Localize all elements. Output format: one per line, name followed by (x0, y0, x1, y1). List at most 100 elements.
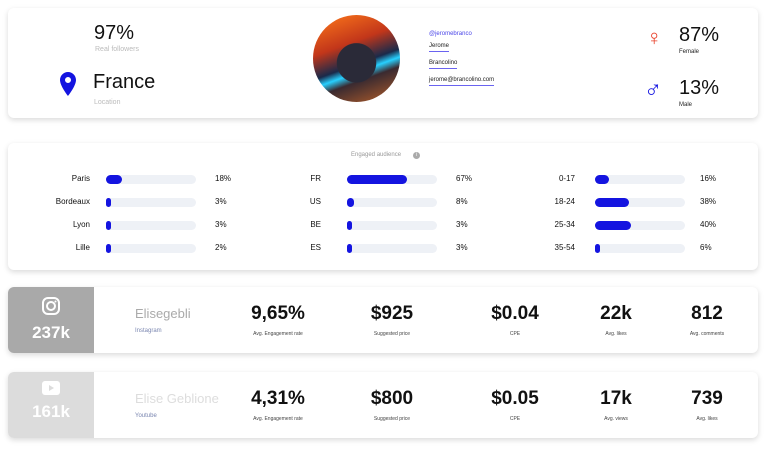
platform-card[interactable]: 161k Elise Geblione Youtube 4,31% Avg. En… (8, 372, 758, 438)
metric-label: Avg. comments (689, 331, 725, 337)
followers-count: 237k (32, 323, 70, 342)
audience-bar-fill (595, 221, 631, 230)
metric-label: CPE (509, 416, 521, 422)
metric: $0.04 CPE (465, 303, 565, 337)
metric-value: $0.04 (491, 303, 539, 324)
audience-bar-fill (347, 244, 352, 253)
metric: 812 Avg. comments (657, 303, 757, 337)
audience-bar-track (106, 198, 196, 207)
first-name-field[interactable]: Jerome (429, 43, 450, 52)
audience-title: Engaged audience (351, 152, 402, 158)
youtube-icon (8, 381, 94, 400)
audience-label: 25-34 (554, 220, 575, 229)
metric-value: 17k (600, 388, 632, 409)
metric-value: $800 (370, 388, 414, 409)
platform-name: Youtube (135, 413, 157, 419)
handle[interactable]: @jeromebranco (429, 31, 472, 37)
audience-label: BE (310, 220, 321, 229)
metric: $925 Suggested price (342, 303, 442, 337)
audience-pct: 3% (215, 197, 227, 206)
audience-bar-fill (347, 175, 408, 184)
email-field[interactable]: jerome@brancolino.com (429, 77, 495, 86)
instagram-icon (8, 296, 94, 321)
location-label: Location (94, 99, 121, 106)
audience-bar-track (106, 244, 196, 253)
female-label: Female (679, 49, 700, 55)
audience-bar-track (347, 198, 437, 207)
audience-bar-track (347, 244, 437, 253)
audience-pct: 40% (700, 220, 717, 229)
metric-value: 739 (691, 388, 723, 409)
platform-badge: 161k (8, 372, 94, 438)
audience-label: Lyon (72, 220, 90, 229)
audience-label: 35-54 (554, 243, 575, 252)
audience-pct: 6% (700, 243, 712, 252)
audience-bar-fill (595, 244, 601, 253)
audience-bar-fill (106, 198, 111, 207)
location-pin-icon (60, 72, 76, 96)
metric-value: 9,65% (251, 303, 305, 324)
audience-label: Lille (75, 243, 90, 252)
metric: $0.05 CPE (465, 388, 565, 422)
audience-label: FR (310, 174, 321, 183)
male-value: 13% (679, 77, 720, 99)
audience-pct: 38% (700, 197, 717, 206)
audience-pct: 67% (456, 174, 473, 183)
male-icon: ♂ (644, 76, 662, 103)
avatar (313, 15, 400, 102)
metric: 4,31% Avg. Engagement rate (228, 388, 328, 422)
metric-value: $0.05 (491, 388, 539, 409)
metric-label: Avg. likes (605, 331, 627, 337)
audience-bar-fill (595, 175, 610, 184)
metric-value: 812 (691, 303, 723, 324)
audience-bar-fill (347, 198, 355, 207)
audience-label: ES (310, 243, 321, 252)
female-icon: ♀ (646, 25, 663, 50)
metric-label: Suggested price (373, 416, 411, 422)
audience-bar-fill (347, 221, 352, 230)
account-name: Elise Geblione (135, 391, 219, 406)
metric: 22k Avg. likes (566, 303, 666, 337)
audience-bar-track (595, 175, 685, 184)
metric-label: CPE (509, 331, 521, 337)
engaged-audience-card: Engaged audience i Paris 18% Bordeaux 3% L… (8, 143, 758, 270)
metric-label: Avg. Engagement rate (253, 331, 303, 337)
audience-bar-track (595, 221, 685, 230)
metric-label: Avg. views (604, 416, 628, 422)
audience-pct: 16% (700, 174, 717, 183)
audience-bar-fill (595, 198, 630, 207)
followers-count: 161k (32, 402, 70, 421)
audience-label: Bordeaux (55, 197, 90, 206)
real-followers-value: 97% (94, 22, 135, 44)
audience-bar-track (347, 175, 437, 184)
audience-label: US (309, 197, 321, 206)
metric-value: 22k (600, 303, 632, 324)
metric: $800 Suggested price (342, 388, 442, 422)
audience-pct: 3% (215, 220, 227, 229)
profile-card: 97% Real followers France Location @jero… (8, 8, 758, 118)
audience-label: 0-17 (558, 174, 575, 183)
audience-bar-track (106, 221, 196, 230)
metric-label: Avg. likes (696, 416, 718, 422)
audience-bar-track (595, 198, 685, 207)
platform-name: Instagram (135, 328, 162, 334)
location-value: France (93, 71, 156, 93)
platform-card[interactable]: 237k Elisegebli Instagram 9,65% Avg. Enga… (8, 287, 758, 353)
real-followers-label: Real followers (95, 46, 139, 53)
audience-bar-fill (106, 244, 111, 253)
audience-bar-fill (106, 221, 111, 230)
audience-label: 18-24 (554, 197, 575, 206)
info-icon[interactable]: i (413, 152, 420, 159)
metric: 739 Avg. likes (657, 388, 757, 422)
last-name-field[interactable]: Brancolino (429, 60, 458, 69)
audience-pct: 3% (456, 220, 468, 229)
metric: 17k Avg. views (566, 388, 666, 422)
audience-bar-track (347, 221, 437, 230)
audience-pct: 8% (456, 197, 468, 206)
audience-pct: 18% (215, 174, 232, 183)
platform-badge: 237k (8, 287, 94, 353)
metric-label: Suggested price (373, 331, 411, 337)
metric: 9,65% Avg. Engagement rate (228, 303, 328, 337)
audience-label: Paris (71, 174, 90, 183)
audience-pct: 2% (215, 243, 227, 252)
